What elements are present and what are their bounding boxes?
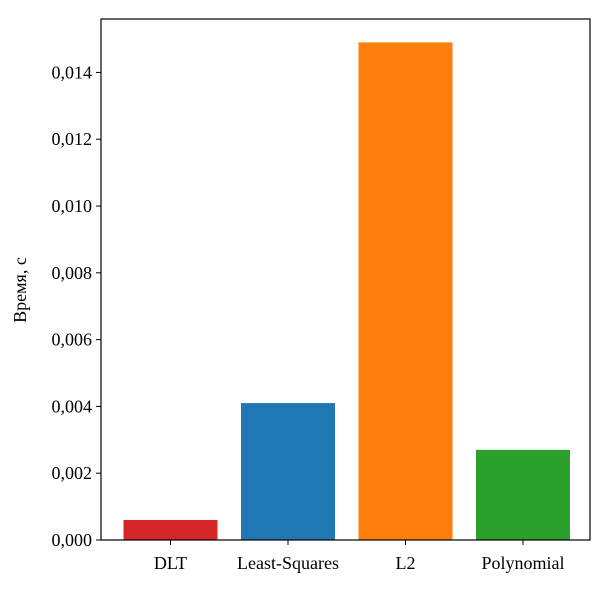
y-tick-label: 0,012 [52,129,93,149]
bar-dlt [123,519,218,540]
y-tick-label: 0,004 [52,396,93,416]
x-ticks-group: DLT Least-Squares L2 Polynomial [154,540,565,573]
y-tick-label: 0,014 [52,62,93,82]
x-tick-label: DLT [154,553,187,573]
bar-least-squares [241,403,335,540]
y-tick-label: 0,010 [52,196,93,216]
y-tick-label: 0,008 [52,263,93,283]
y-tick-label: 0,000 [52,530,93,550]
x-tick-label: Polynomial [481,553,564,573]
y-tick-label: 0,006 [52,330,93,350]
plot-frame [100,18,591,541]
bar-l2 [358,42,453,540]
x-tick-label: Least-Squares [237,553,339,573]
bar-polynomial [476,449,570,540]
x-tick-label: L2 [396,553,416,573]
bars-group [123,42,570,540]
y-ticks-group: 0,000 0,002 0,004 0,006 0,008 0,010 0,012 0,014 [52,62,101,550]
y-axis-label: Время, с [10,257,30,323]
y-tick-label: 0,002 [52,463,93,483]
